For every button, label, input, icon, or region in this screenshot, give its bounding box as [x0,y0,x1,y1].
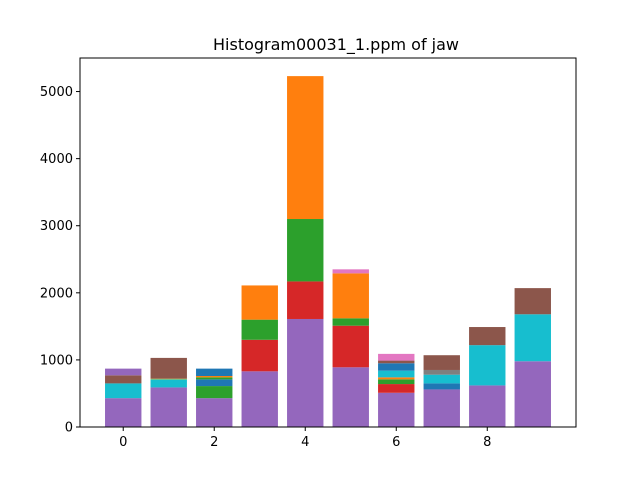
y-tick-label: 0 [65,421,73,436]
bar-segment-6-5 [378,363,415,371]
bar-segment-5-4 [332,269,369,274]
bar-segment-7-2 [423,374,460,384]
bar-segment-5-2 [332,318,369,326]
bar-segment-9-2 [514,288,551,315]
bar-segment-6-4 [378,370,415,378]
bar-segment-6-0 [378,392,415,427]
bar-segment-7-1 [423,383,460,390]
bar-segment-0-1 [105,383,142,399]
bar-segment-2-4 [196,376,233,378]
chart-title: Histogram00031_1.ppm of jaw [213,35,459,55]
bar-stacks [105,76,551,427]
x-tick-label: 4 [301,435,309,450]
bar-segment-9-0 [514,361,551,427]
bar-segment-3-2 [241,319,278,340]
y-tick-label: 4000 [40,152,73,167]
bar-segment-6-6 [378,360,415,364]
bar-segment-9-1 [514,314,551,362]
bar-segment-8-2 [469,327,506,346]
bar-segment-4-1 [287,281,324,319]
bar-segment-7-3 [423,369,460,375]
x-tick-label: 8 [483,435,491,450]
bar-segment-8-1 [469,345,506,386]
x-axis-ticks: 0 2 4 6 8 [119,427,491,450]
bar-segment-0-0 [105,398,142,427]
y-tick-label: 2000 [40,286,73,301]
bar-segment-4-0 [287,318,324,427]
bar-segment-2-1 [196,386,233,399]
bar-segment-2-0 [196,398,233,427]
y-tick-label: 3000 [40,219,73,234]
bar-segment-6-3 [378,377,415,380]
bar-segment-1-1 [150,379,187,388]
bar-segment-1-0 [150,387,187,427]
bar-segment-2-5 [196,368,233,377]
bar-segment-0-2 [105,375,142,384]
bar-segment-3-3 [241,285,278,320]
y-tick-label: 1000 [40,353,73,368]
bar-segment-4-2 [287,219,324,282]
bar-segment-2-2 [196,379,233,387]
bar-segment-1-2 [150,378,187,380]
bar-segment-6-2 [378,379,415,385]
bar-segment-7-4 [423,355,460,370]
bar-segment-8-0 [469,385,506,427]
bar-segment-0-3 [105,368,142,376]
x-tick-label: 6 [392,435,400,450]
bar-segment-7-0 [423,389,460,427]
y-tick-label: 5000 [40,85,73,100]
bar-segment-1-3 [150,357,187,379]
bar-segment-3-0 [241,371,278,427]
bar-segment-3-1 [241,339,278,372]
bar-segment-6-7 [378,353,415,361]
bar-segment-2-3 [196,377,233,380]
bar-segment-4-3 [287,76,324,220]
x-tick-label: 0 [119,435,127,450]
bar-segment-5-3 [332,273,369,319]
plot-frame [79,57,577,428]
bar-segment-5-1 [332,325,369,368]
x-tick-label: 2 [210,435,218,450]
bar-segment-6-1 [378,384,415,393]
bar-segment-5-0 [332,367,369,427]
y-axis-ticks: 0 1000 2000 3000 4000 5000 [40,85,80,436]
